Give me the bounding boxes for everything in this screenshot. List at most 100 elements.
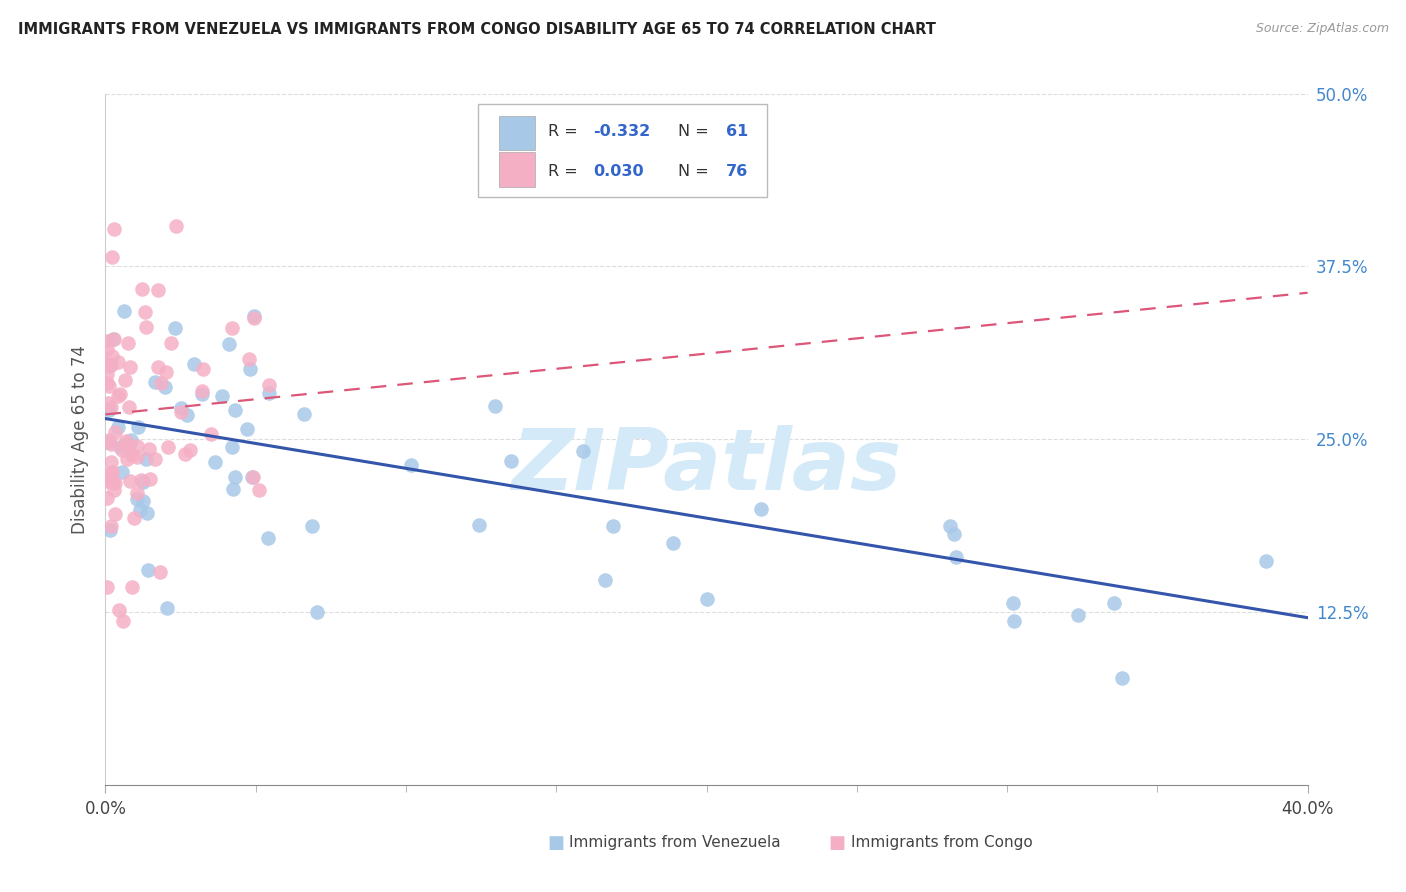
Point — [117, 336, 139, 351]
Point — [143, 375, 166, 389]
Point — [256, 531, 278, 545]
Point — [103, 332, 125, 346]
Point — [595, 573, 617, 587]
Point — [305, 606, 328, 620]
Point — [183, 357, 205, 371]
Point — [125, 450, 148, 465]
Point — [134, 305, 156, 319]
Point — [1104, 596, 1126, 610]
Point — [243, 311, 266, 326]
Point — [191, 384, 214, 398]
Point — [104, 507, 127, 521]
Point — [118, 475, 141, 489]
Point — [125, 486, 148, 500]
Point — [108, 602, 131, 616]
Text: IMMIGRANTS FROM VENEZUELA VS IMMIGRANTS FROM CONGO DISABILITY AGE 65 TO 74 CORRE: IMMIGRANTS FROM VENEZUELA VS IMMIGRANTS … — [18, 22, 936, 37]
Point — [938, 519, 960, 533]
Point — [96, 491, 118, 505]
Point — [97, 378, 120, 392]
Point — [165, 219, 187, 234]
Point — [98, 359, 121, 373]
Point — [96, 367, 118, 381]
Point — [129, 473, 152, 487]
Point — [100, 466, 122, 480]
Text: R =: R = — [548, 124, 582, 139]
Text: 61: 61 — [725, 124, 748, 139]
Point — [127, 420, 149, 434]
Point — [222, 482, 245, 496]
Point — [191, 387, 214, 401]
Point — [104, 425, 127, 439]
Point — [301, 519, 323, 533]
Point — [242, 470, 264, 484]
Point — [247, 483, 270, 498]
Text: ■: ■ — [828, 834, 845, 852]
Point — [239, 361, 262, 376]
Point — [501, 453, 523, 467]
Point — [945, 550, 967, 565]
Point — [125, 439, 148, 453]
Point — [97, 434, 120, 448]
Point — [150, 376, 173, 390]
Point — [661, 536, 683, 550]
Point — [96, 475, 118, 489]
Point — [243, 309, 266, 323]
Point — [204, 455, 226, 469]
Point — [749, 501, 772, 516]
Point — [114, 373, 136, 387]
Point — [111, 465, 134, 479]
Point — [96, 580, 118, 594]
Point — [121, 448, 143, 462]
Point — [157, 441, 180, 455]
Point — [163, 321, 186, 335]
Point — [139, 472, 162, 486]
Point — [146, 360, 169, 375]
Point — [468, 518, 491, 533]
Point — [96, 334, 118, 348]
Point — [107, 390, 129, 404]
Point — [96, 357, 118, 371]
Point — [238, 352, 260, 367]
Point — [100, 519, 122, 533]
Point — [572, 444, 595, 458]
Point — [240, 469, 263, 483]
Point — [96, 472, 118, 486]
Point — [155, 380, 177, 394]
Point — [236, 422, 259, 436]
Point — [120, 359, 142, 374]
Text: N =: N = — [678, 163, 713, 178]
Point — [149, 566, 172, 580]
Point — [221, 321, 243, 335]
Point — [104, 476, 127, 491]
Point — [97, 396, 120, 410]
Point — [399, 458, 422, 472]
Text: R =: R = — [548, 163, 582, 178]
Point — [138, 442, 160, 456]
Point — [103, 222, 125, 236]
Point — [173, 447, 195, 461]
Point — [112, 303, 135, 318]
Point — [221, 440, 243, 454]
Point — [100, 349, 122, 363]
Point — [160, 335, 183, 350]
Point — [1002, 614, 1025, 628]
Point — [100, 454, 122, 468]
Point — [179, 443, 201, 458]
Text: Immigrants from Venezuela: Immigrants from Venezuela — [569, 836, 782, 850]
Point — [484, 400, 506, 414]
Point — [115, 434, 138, 448]
Point — [118, 439, 141, 453]
Point — [125, 491, 148, 506]
Text: Source: ZipAtlas.com: Source: ZipAtlas.com — [1256, 22, 1389, 36]
Point — [169, 401, 191, 415]
Point — [135, 452, 157, 467]
Point — [115, 452, 138, 467]
Point — [156, 600, 179, 615]
Point — [176, 409, 198, 423]
Point — [1111, 671, 1133, 685]
Text: Immigrants from Congo: Immigrants from Congo — [851, 836, 1032, 850]
Point — [98, 402, 121, 417]
Point — [170, 405, 193, 419]
Point — [218, 336, 240, 351]
Point — [100, 437, 122, 451]
